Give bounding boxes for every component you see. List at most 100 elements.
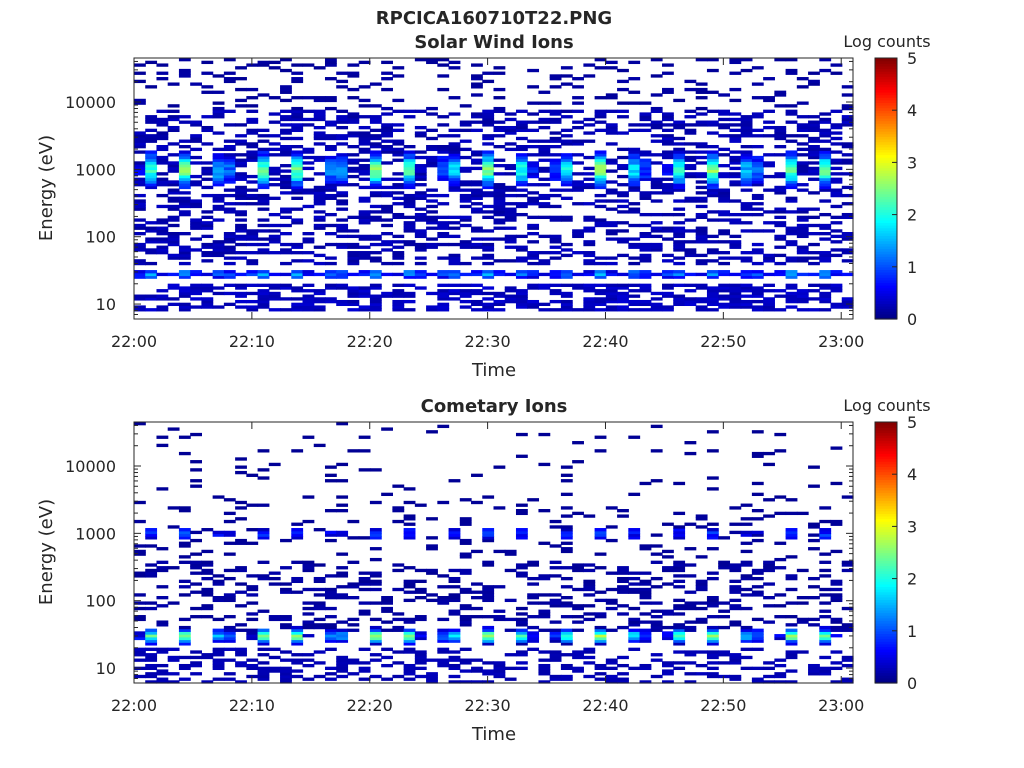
heatmap-cell xyxy=(706,297,719,301)
heatmap-cell xyxy=(583,563,596,567)
heatmap-cell xyxy=(268,60,281,65)
heatmap-cell xyxy=(369,251,382,255)
heatmap-cell xyxy=(583,183,596,187)
heatmap-cell xyxy=(134,500,146,505)
colorbar-tick-label: 3 xyxy=(907,517,917,536)
heatmap-cell xyxy=(392,612,405,616)
heatmap-cell xyxy=(302,601,315,605)
heatmap-cell xyxy=(583,617,596,622)
heatmap-cell xyxy=(156,248,169,252)
heatmap-cell xyxy=(235,237,247,241)
heatmap-cell xyxy=(594,528,607,532)
heatmap-cell xyxy=(302,155,315,160)
heatmap-cell xyxy=(134,180,146,184)
heatmap-cell xyxy=(504,218,517,222)
heatmap-cell xyxy=(594,642,607,646)
heatmap-cell xyxy=(358,139,371,143)
heatmap-cell xyxy=(145,533,158,537)
heatmap-cell xyxy=(347,115,360,119)
heatmap-cell xyxy=(280,669,292,673)
heatmap-cell xyxy=(549,158,562,162)
heatmap-cell xyxy=(347,134,360,138)
heatmap-cell xyxy=(482,123,495,127)
heatmap-cell xyxy=(763,253,775,258)
heatmap-cell xyxy=(369,215,382,220)
heatmap-cell xyxy=(808,596,820,600)
heatmap-cell xyxy=(515,259,528,263)
heatmap-cell xyxy=(706,185,719,190)
heatmap-cell xyxy=(751,590,764,594)
heatmap-cell xyxy=(605,169,618,173)
heatmap-cell xyxy=(684,272,697,277)
heatmap-cell xyxy=(178,204,191,209)
heatmap-cell xyxy=(448,530,461,535)
heatmap-cell xyxy=(695,286,708,290)
heatmap-cell xyxy=(594,590,607,594)
heatmap-cell xyxy=(358,218,371,222)
heatmap-cell xyxy=(493,237,506,241)
heatmap-cell xyxy=(594,639,607,643)
heatmap-cell xyxy=(313,253,326,258)
heatmap-cell xyxy=(774,207,787,211)
heatmap-cell xyxy=(302,177,315,181)
heatmap-cell xyxy=(223,251,236,255)
heatmap-cell xyxy=(583,661,596,665)
heatmap-cell xyxy=(617,571,629,575)
heatmap-cell xyxy=(358,199,371,203)
heatmap-cell xyxy=(695,620,708,624)
heatmap-cell xyxy=(493,226,506,230)
heatmap-cell xyxy=(673,226,686,230)
heatmap-cell xyxy=(515,248,528,252)
heatmap-cell xyxy=(178,655,191,660)
heatmap-cell xyxy=(549,604,562,608)
heatmap-cell xyxy=(684,229,697,233)
heatmap-cell xyxy=(313,131,326,135)
heatmap-cell xyxy=(527,625,540,630)
heatmap-cell xyxy=(403,174,416,179)
heatmap-cell xyxy=(515,661,528,665)
heatmap-cell xyxy=(302,123,315,127)
heatmap-cell xyxy=(381,134,393,138)
heatmap-cell xyxy=(471,270,483,274)
heatmap-cell xyxy=(617,109,629,113)
heatmap-cell xyxy=(459,305,472,309)
heatmap-cell xyxy=(201,115,214,119)
heatmap-cell xyxy=(841,272,854,277)
heatmap-cell xyxy=(628,294,641,298)
heatmap-cell xyxy=(235,283,247,287)
heatmap-cell xyxy=(515,620,528,624)
heatmap-cell xyxy=(830,446,843,450)
heatmap-cell xyxy=(459,620,472,624)
heatmap-cell xyxy=(796,229,809,233)
heatmap-cell xyxy=(145,150,158,154)
heatmap-cell xyxy=(774,210,787,214)
heatmap-cell xyxy=(673,623,686,627)
heatmap-cell xyxy=(628,272,641,277)
x-tick-label: 22:10 xyxy=(229,696,275,715)
heatmap-cell xyxy=(201,210,214,214)
heatmap-cell xyxy=(471,666,483,671)
heatmap-cell xyxy=(538,308,551,312)
heatmap-cell xyxy=(190,270,202,274)
heatmap-cell xyxy=(527,164,540,168)
colorbar-segment xyxy=(875,573,897,577)
heatmap-cell xyxy=(257,150,270,154)
heatmap-cell xyxy=(628,666,641,671)
heatmap-cell xyxy=(673,150,686,154)
heatmap-cell xyxy=(605,180,618,184)
heatmap-cell xyxy=(268,272,281,277)
heatmap-cell xyxy=(358,98,371,103)
heatmap-cell xyxy=(324,615,337,619)
heatmap-cell xyxy=(684,79,697,84)
heatmap-cell xyxy=(527,172,540,176)
heatmap-cell xyxy=(212,74,225,78)
heatmap-cell xyxy=(729,305,742,309)
heatmap-cell xyxy=(291,530,304,535)
heatmap-cell xyxy=(774,58,787,62)
heatmap-cell xyxy=(291,308,304,312)
heatmap-cell xyxy=(482,169,495,173)
heatmap-cell xyxy=(280,623,292,627)
heatmap-cell xyxy=(482,590,495,594)
heatmap-cell xyxy=(448,528,461,532)
heatmap-cell xyxy=(134,79,146,84)
